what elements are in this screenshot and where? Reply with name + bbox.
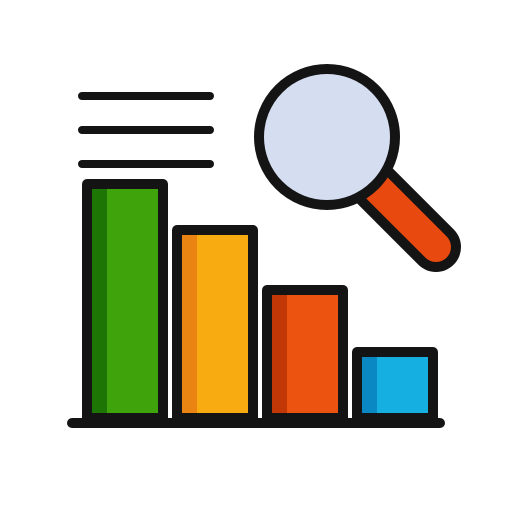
bar-4: [377, 352, 433, 418]
analytics-icon: [0, 0, 512, 512]
bar-2: [197, 230, 253, 418]
bar-3: [287, 290, 343, 418]
bar-1: [107, 184, 163, 418]
